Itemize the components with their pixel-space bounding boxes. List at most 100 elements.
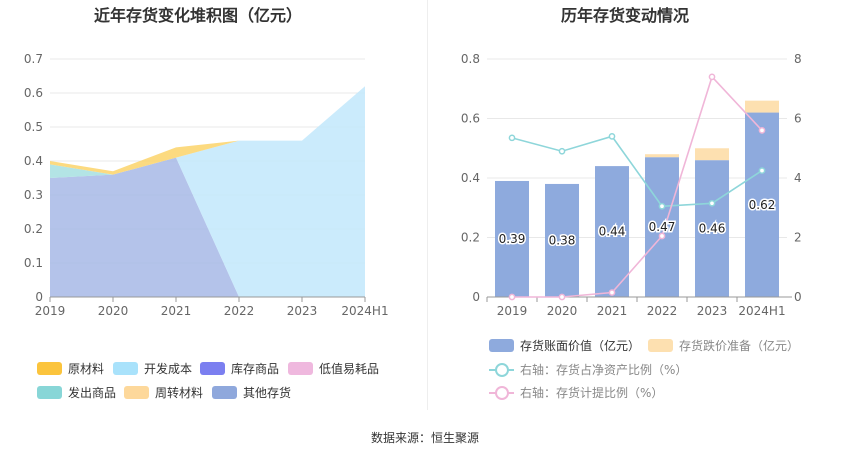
legend-label: 原材料 <box>68 362 105 376</box>
right-y2-tick-label: 6 <box>794 112 802 126</box>
left-y-tick-label: 0.7 <box>24 52 43 66</box>
right-y-tick-label: 0.6 <box>461 112 480 126</box>
left-x-tick-label: 2019 <box>35 304 66 318</box>
line-point <box>608 133 616 140</box>
bar-book-value <box>595 166 629 297</box>
bar-value-label: 0.44 <box>599 225 626 239</box>
legend-swatch <box>648 339 673 352</box>
bar-book-value <box>745 112 779 297</box>
right-y-tick-label: 0 <box>472 290 480 304</box>
legend-label: 存货账面价值（亿元） <box>520 339 641 353</box>
line-point <box>608 289 616 296</box>
right-y2-tick-label: 4 <box>794 171 802 185</box>
right-x-tick-label: 2019 <box>497 304 528 318</box>
legend-label: 周转材料 <box>155 386 204 400</box>
left-y-tick-label: 0.2 <box>24 222 43 236</box>
legend-item-impairment[interactable]: 存货跌价准备（亿元） <box>648 337 799 354</box>
legend-label: 开发成本 <box>144 362 193 376</box>
left-x-tick-label: 2024H1 <box>341 304 388 318</box>
left-y-tick-label: 0.3 <box>24 188 43 202</box>
legend-label: 存货跌价准备（亿元） <box>679 339 800 353</box>
left-x-tick-label: 2021 <box>161 304 192 318</box>
legend-item-dev-cost[interactable]: 开发成本 <box>113 360 192 377</box>
legend-item-shipped-goods[interactable]: 发出商品 <box>37 384 116 401</box>
bar-value-label: 0.46 <box>699 222 726 236</box>
legend-item-inventory-goods[interactable]: 库存商品 <box>200 360 279 377</box>
legend-swatch <box>113 362 138 375</box>
legend-item-turnover-material[interactable]: 周转材料 <box>124 384 203 401</box>
right-y2-tick-label: 0 <box>794 290 802 304</box>
left-y-tick-label: 0.4 <box>24 154 43 168</box>
left-x-tick-label: 2020 <box>98 304 129 318</box>
line-point <box>658 202 666 210</box>
line-point <box>708 199 716 207</box>
legend-item-other-inventory[interactable]: 其他存货 <box>212 384 291 401</box>
bar-value-label: 0.62 <box>749 198 776 212</box>
line-point <box>758 127 766 134</box>
line-point <box>658 232 666 240</box>
right-x-tick-label: 2020 <box>547 304 578 318</box>
line-point <box>508 293 516 301</box>
legend-swatch <box>200 362 225 375</box>
legend-item-low-value[interactable]: 低值易耗品 <box>288 360 379 377</box>
legend-label: 库存商品 <box>231 362 280 376</box>
line-point <box>508 134 516 142</box>
bar-book-value <box>695 160 729 297</box>
bar-impairment <box>695 148 729 161</box>
left-y-tick-label: 0 <box>35 290 43 304</box>
left-x-tick-label: 2023 <box>287 304 318 318</box>
legend-swatch <box>212 386 237 399</box>
line-net-asset-ratio <box>511 135 763 208</box>
bar-impairment <box>645 154 679 158</box>
legend-label: 其他存货 <box>243 386 292 400</box>
legend-swatch <box>489 339 514 352</box>
right-y2-tick-label: 8 <box>794 52 802 66</box>
legend-swatch <box>37 386 62 399</box>
bar-impairment <box>745 100 779 113</box>
left-y-tick-label: 0.5 <box>24 120 43 134</box>
right-y-tick-label: 0.2 <box>461 231 480 245</box>
legend-line-swatch <box>489 363 514 377</box>
legend-swatch <box>288 362 313 375</box>
right-x-tick-label: 2021 <box>597 304 628 318</box>
bar-book-value <box>495 180 529 297</box>
data-source: 数据来源：恒生聚源 <box>370 431 479 445</box>
legend-label: 右轴：存货计提比例（%） <box>520 386 664 400</box>
left-chart-title: 近年存货变化堆积图（亿元） <box>94 6 303 25</box>
left-y-tick-label: 0.6 <box>24 86 43 100</box>
legend-item-book-value[interactable]: 存货账面价值（亿元） <box>489 337 640 354</box>
line-point <box>558 147 566 155</box>
left-legend: 原材料 开发成本 库存商品 低值易耗品 发出商品 周转材料 其他存货 <box>0 0 427 420</box>
panel-divider <box>427 0 428 410</box>
right-y-tick-label: 0.4 <box>461 171 480 185</box>
legend-item-net-asset-ratio[interactable]: 右轴：存货占净资产比例（%） <box>489 361 687 378</box>
area-series-1 <box>50 157 365 297</box>
right-x-tick-label: 2022 <box>647 304 678 318</box>
line-point <box>758 167 766 174</box>
legend-item-raw-material[interactable]: 原材料 <box>37 360 104 377</box>
bar-value-label: 0.38 <box>549 233 576 247</box>
line-point <box>558 293 566 301</box>
legend-label: 低值易耗品 <box>319 362 380 376</box>
right-y-tick-label: 0.8 <box>461 52 480 66</box>
legend-line-swatch <box>489 386 514 400</box>
right-x-tick-label: 2023 <box>697 304 728 318</box>
bar-book-value <box>545 183 579 297</box>
right-x-tick-label: 2024H1 <box>738 304 785 318</box>
area-series-2 <box>50 86 365 297</box>
legend-swatch <box>124 386 149 399</box>
legend-label: 右轴：存货占净资产比例（%） <box>520 363 688 377</box>
right-y2-tick-label: 2 <box>794 231 802 245</box>
bar-value-label: 0.39 <box>499 232 526 246</box>
line-provision-ratio <box>512 75 763 298</box>
line-point <box>708 73 716 81</box>
right-chart-title: 历年存货变动情况 <box>561 6 690 25</box>
bar-book-value <box>645 157 679 297</box>
bar-value-label: 0.47 <box>649 220 676 234</box>
left-x-tick-label: 2022 <box>224 304 255 318</box>
left-y-tick-label: 0.1 <box>24 256 43 270</box>
right-legend: 存货账面价值（亿元） 存货跌价准备（亿元） 右轴：存货占净资产比例（%） 右轴：… <box>489 337 799 401</box>
legend-item-provision-ratio[interactable]: 右轴：存货计提比例（%） <box>489 384 663 401</box>
legend-label: 发出商品 <box>68 386 117 400</box>
